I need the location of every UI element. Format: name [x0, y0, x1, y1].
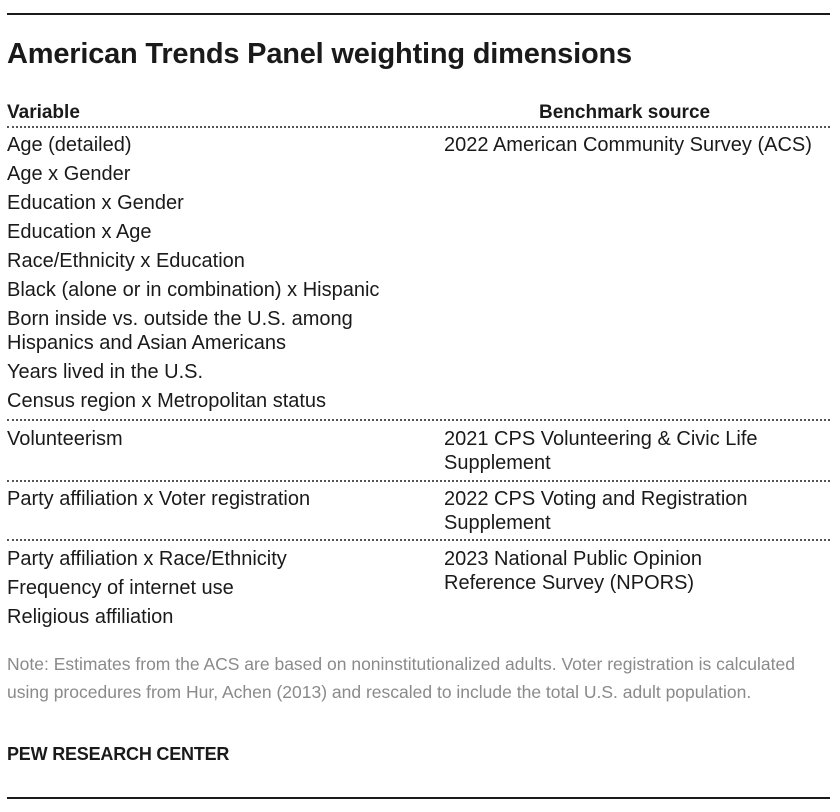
variable-item: Education x Gender	[7, 192, 184, 214]
benchmark-source: 2022 CPS Voting and Registration Supplem…	[444, 488, 748, 534]
benchmark-source: 2022 American Community Survey (ACS)	[444, 134, 812, 156]
variable-item: Volunteerism	[7, 428, 123, 450]
variable-item: Age x Gender	[7, 163, 131, 185]
variable-list: Party affiliation x Race/Ethnicity Frequ…	[7, 547, 437, 634]
benchmark-source: 2021 CPS Volunteering & Civic Life Suppl…	[444, 428, 758, 474]
row-divider	[7, 539, 830, 541]
variable-item: Education x Age	[7, 221, 152, 243]
variable-item: Religious affiliation	[7, 606, 174, 628]
row-divider	[7, 419, 830, 421]
variable-list: Volunteerism	[7, 427, 437, 456]
variable-item: Born inside vs. outside the U.S. among H…	[7, 308, 353, 354]
variable-item: Census region x Metropolitan status	[7, 390, 327, 412]
variable-item: Black (alone or in combination) x Hispan…	[7, 279, 380, 301]
variable-list: Age (detailed) Age x Gender Education x …	[7, 133, 437, 418]
variable-item: Age (detailed)	[7, 134, 132, 156]
source-credit: PEW RESEARCH CENTER	[7, 744, 230, 764]
benchmark-source: 2023 National Public Opinion Reference S…	[444, 548, 702, 594]
row-divider	[7, 480, 830, 482]
variable-item: Party affiliation x Race/Ethnicity	[7, 548, 287, 570]
footnote: Note: Estimates from the ACS are based o…	[7, 654, 795, 702]
header-divider	[7, 126, 830, 128]
column-header-variable: Variable	[7, 102, 80, 123]
variable-item: Race/Ethnicity x Education	[7, 250, 245, 272]
variable-list: Party affiliation x Voter registration	[7, 487, 437, 516]
variable-item: Years lived in the U.S.	[7, 361, 204, 383]
page-title: American Trends Panel weighting dimensio…	[7, 38, 632, 70]
top-rule	[7, 13, 830, 15]
bottom-rule	[7, 797, 830, 799]
column-header-source: Benchmark source	[539, 102, 711, 123]
variable-item: Frequency of internet use	[7, 577, 234, 599]
variable-item: Party affiliation x Voter registration	[7, 488, 311, 510]
